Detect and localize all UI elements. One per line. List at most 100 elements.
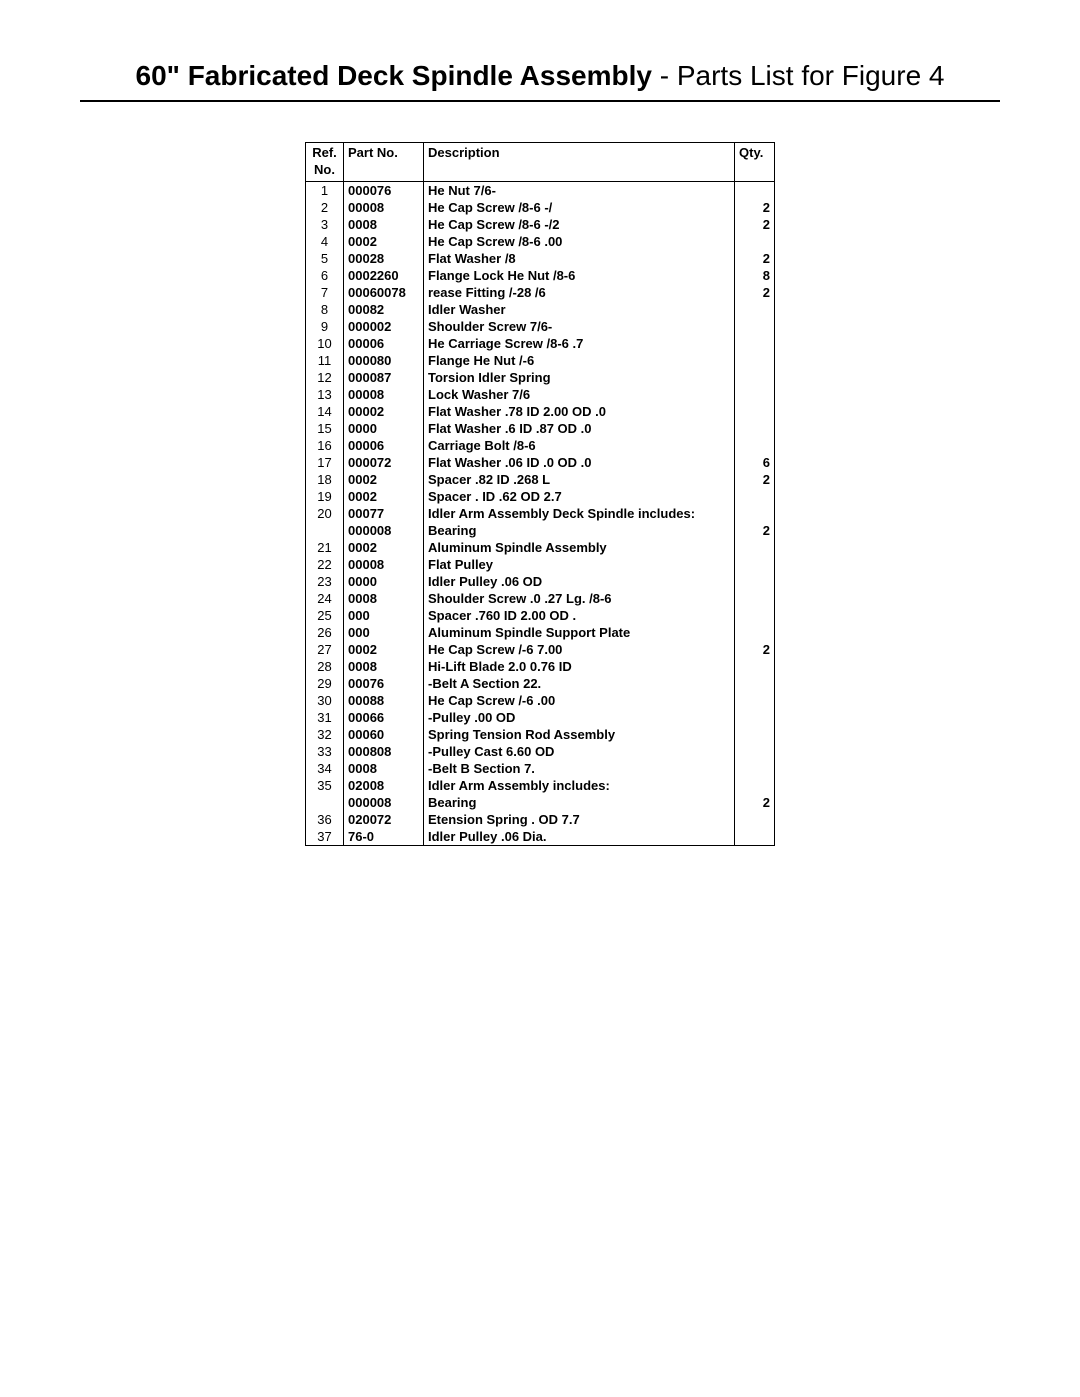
cell-description: Flat Washer .6 ID .87 OD .0 [424, 420, 735, 437]
cell-ref-no: 34 [306, 760, 344, 777]
table-row: 40002He Cap Screw /8-6 .00 [306, 233, 775, 250]
cell-qty [735, 590, 775, 607]
cell-description: rease Fitting /-28 /6 [424, 284, 735, 301]
cell-ref-no: 32 [306, 726, 344, 743]
parts-table: Ref. No. Part No. Description Qty. 10000… [305, 142, 775, 846]
cell-ref-no: 20 [306, 505, 344, 522]
table-row: 1600006Carriage Bolt /8-6 [306, 437, 775, 454]
cell-ref-no: 14 [306, 403, 344, 420]
cell-part-no: 0002 [344, 539, 424, 556]
table-row: 280008Hi-Lift Blade 2.0 0.76 ID [306, 658, 775, 675]
table-row: 2000077Idler Arm Assembly Deck Spindle i… [306, 505, 775, 522]
table-row: 33000808-Pulley Cast 6.60 OD [306, 743, 775, 760]
cell-description: Hi-Lift Blade 2.0 0.76 ID [424, 658, 735, 675]
table-row: 25000Spacer .760 ID 2.00 OD . [306, 607, 775, 624]
cell-qty [735, 437, 775, 454]
cell-description: Spacer .760 ID 2.00 OD . [424, 607, 735, 624]
cell-ref-no: 2 [306, 199, 344, 216]
table-row: 200008He Cap Screw /8-6 -/2 [306, 199, 775, 216]
table-row: 2900076-Belt A Section 22. [306, 675, 775, 692]
cell-ref-no: 5 [306, 250, 344, 267]
table-row: 2200008Flat Pulley [306, 556, 775, 573]
cell-part-no: 00008 [344, 199, 424, 216]
cell-description: Bearing [424, 522, 735, 539]
cell-part-no: 000087 [344, 369, 424, 386]
cell-ref-no: 29 [306, 675, 344, 692]
cell-ref-no: 27 [306, 641, 344, 658]
cell-part-no: 00002 [344, 403, 424, 420]
cell-ref-no: 9 [306, 318, 344, 335]
cell-part-no: 0002 [344, 488, 424, 505]
table-row: 3502008Idler Arm Assembly includes: [306, 777, 775, 794]
cell-qty [735, 181, 775, 199]
table-row: 17000072Flat Washer .06 ID .0 OD .06 [306, 454, 775, 471]
cell-description: Idler Arm Assembly includes: [424, 777, 735, 794]
cell-part-no: 000 [344, 624, 424, 641]
table-row: 36020072Etension Spring . OD 7.7 [306, 811, 775, 828]
table-row: 800082Idler Washer [306, 301, 775, 318]
cell-qty [735, 403, 775, 420]
cell-qty [735, 301, 775, 318]
table-row: 11000080Flange He Nut /-6 [306, 352, 775, 369]
cell-description: Aluminum Spindle Support Plate [424, 624, 735, 641]
table-row: 340008-Belt B Section 7. [306, 760, 775, 777]
cell-qty [735, 743, 775, 760]
cell-part-no: 0000 [344, 573, 424, 590]
cell-description: Idler Washer [424, 301, 735, 318]
header-ref-no: Ref. No. [306, 143, 344, 182]
cell-qty [735, 692, 775, 709]
cell-qty: 2 [735, 199, 775, 216]
cell-part-no: 00006 [344, 335, 424, 352]
cell-qty: 2 [735, 522, 775, 539]
cell-qty [735, 352, 775, 369]
table-row: 150000Flat Washer .6 ID .87 OD .0 [306, 420, 775, 437]
table-row: 180002Spacer .82 ID .268 L2 [306, 471, 775, 488]
header-description: Description [424, 143, 735, 182]
cell-ref-no: 35 [306, 777, 344, 794]
table-row: 210002Aluminum Spindle Assembly [306, 539, 775, 556]
cell-part-no: 0008 [344, 590, 424, 607]
cell-part-no: 00077 [344, 505, 424, 522]
cell-ref-no: 17 [306, 454, 344, 471]
cell-ref-no: 21 [306, 539, 344, 556]
cell-description: Flange Lock He Nut /8-6 [424, 267, 735, 284]
cell-qty: 2 [735, 250, 775, 267]
title-bold-text: 60" Fabricated Deck Spindle Assembly [136, 60, 652, 91]
table-row: 12000087Torsion Idler Spring [306, 369, 775, 386]
cell-part-no: 000008 [344, 522, 424, 539]
cell-qty [735, 624, 775, 641]
cell-description: He Nut 7/6- [424, 181, 735, 199]
cell-part-no: 76-0 [344, 828, 424, 846]
table-row: 1000076He Nut 7/6- [306, 181, 775, 199]
cell-ref-no: 16 [306, 437, 344, 454]
title-section: 60" Fabricated Deck Spindle Assembly - P… [80, 60, 1000, 102]
cell-qty: 2 [735, 471, 775, 488]
cell-qty [735, 573, 775, 590]
cell-qty [735, 760, 775, 777]
cell-ref-no: 15 [306, 420, 344, 437]
cell-qty [735, 505, 775, 522]
cell-description: Idler Arm Assembly Deck Spindle includes… [424, 505, 735, 522]
cell-qty: 8 [735, 267, 775, 284]
table-row: 26000Aluminum Spindle Support Plate [306, 624, 775, 641]
table-row: 700060078rease Fitting /-28 /62 [306, 284, 775, 301]
cell-qty [735, 777, 775, 794]
cell-qty [735, 607, 775, 624]
cell-ref-no: 28 [306, 658, 344, 675]
cell-part-no: 00088 [344, 692, 424, 709]
cell-ref-no: 4 [306, 233, 344, 250]
parts-table-container: Ref. No. Part No. Description Qty. 10000… [305, 142, 775, 846]
cell-part-no: 0000 [344, 420, 424, 437]
cell-description: He Cap Screw /8-6 -/ [424, 199, 735, 216]
cell-qty [735, 369, 775, 386]
cell-description: Flat Washer /8 [424, 250, 735, 267]
cell-description: Lock Washer 7/6 [424, 386, 735, 403]
cell-qty [735, 386, 775, 403]
cell-ref-no: 37 [306, 828, 344, 846]
cell-part-no: 000808 [344, 743, 424, 760]
cell-qty [735, 658, 775, 675]
cell-part-no: 00028 [344, 250, 424, 267]
table-row: 1000006He Carriage Screw /8-6 .7 [306, 335, 775, 352]
cell-description: Spring Tension Rod Assembly [424, 726, 735, 743]
cell-ref-no: 1 [306, 181, 344, 199]
